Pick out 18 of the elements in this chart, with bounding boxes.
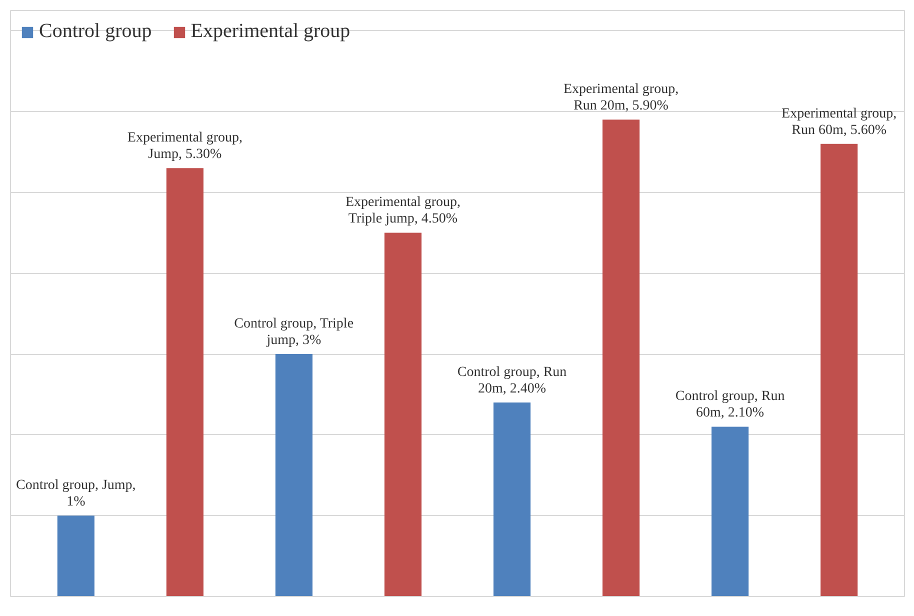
data-label: Experimental group, Triple jump, 4.50%: [345, 195, 461, 227]
bar: [820, 144, 858, 596]
data-label: Control group, Triple jump, 3%: [234, 316, 354, 348]
legend-label: Experimental group: [190, 20, 350, 43]
data-label: Control group, Run 60m, 2.10%: [675, 389, 785, 421]
data-label: Control group, Run 20m, 2.40%: [457, 364, 567, 396]
bar: [384, 232, 422, 596]
data-label: Control group, Jump, 1%: [16, 478, 136, 510]
bar: [166, 168, 204, 596]
data-label: Experimental group, Run 60m, 5.60%: [782, 106, 897, 138]
data-label: Experimental group, Run 20m, 5.90%: [564, 82, 679, 114]
bar: [712, 426, 749, 596]
bar: [57, 516, 94, 596]
bar: [275, 354, 312, 596]
legend-label: Control group: [39, 20, 152, 43]
bar: [602, 120, 640, 596]
data-label: Experimental group, Jump, 5.30%: [127, 130, 242, 162]
bar: [493, 402, 531, 596]
